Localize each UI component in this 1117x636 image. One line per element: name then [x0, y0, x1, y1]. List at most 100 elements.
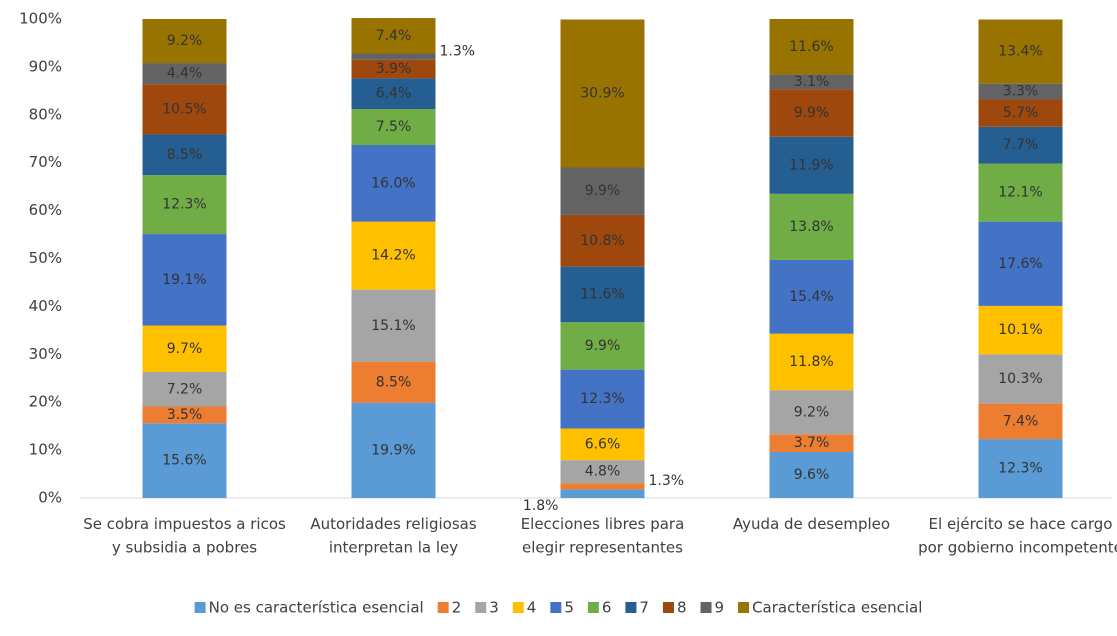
value-label: 13.8% [789, 219, 833, 235]
x-tick-label: Ayuda de desempleo [733, 515, 890, 533]
value-label: 15.1% [371, 318, 415, 334]
bar-segment [351, 78, 436, 110]
legend-label: 7 [639, 599, 649, 617]
bar-segment [560, 369, 645, 429]
bar-segment [978, 126, 1063, 164]
value-label: 11.6% [580, 286, 624, 302]
value-label: 1.3% [440, 43, 476, 59]
bar-segment [978, 439, 1063, 498]
value-label: 3.1% [794, 74, 830, 90]
value-label: 3.9% [376, 61, 412, 77]
value-label: 9.2% [167, 33, 203, 49]
value-label: 30.9% [580, 85, 624, 101]
y-tick-label: 40% [29, 297, 62, 315]
bar-segment [142, 84, 227, 135]
value-label: 6.4% [376, 86, 412, 102]
value-label: 19.9% [371, 442, 415, 458]
value-label: 17.6% [998, 256, 1042, 272]
bar-segment [978, 99, 1063, 127]
bar-segment [560, 214, 645, 267]
bar-segment [978, 354, 1063, 404]
bar-segment [142, 175, 227, 235]
bar-segment [351, 53, 436, 60]
value-label: 10.8% [580, 233, 624, 249]
bar-segment [351, 289, 436, 362]
value-label: 11.6% [789, 39, 833, 55]
legend-label: 4 [527, 599, 537, 617]
value-label: 7.4% [1003, 413, 1039, 429]
bar-segment [978, 305, 1063, 355]
x-tick-label: Elecciones libres para elegir representan… [521, 515, 685, 557]
y-tick-label: 30% [29, 345, 62, 363]
value-label: 12.3% [580, 391, 624, 407]
y-tick-label: 80% [29, 105, 62, 123]
value-label: 3.7% [794, 435, 830, 451]
value-label: 9.9% [585, 183, 621, 199]
value-label: 10.5% [162, 101, 206, 117]
bar-segment [978, 83, 1063, 100]
value-label: 11.9% [789, 157, 833, 173]
value-label: 13.4% [998, 44, 1042, 60]
legend-swatch [194, 602, 206, 613]
value-label: 9.7% [167, 341, 203, 357]
bar-segment [769, 259, 854, 334]
legend-swatch [437, 602, 449, 613]
value-label: 3.3% [1003, 84, 1039, 100]
bar-segment [560, 266, 645, 323]
bar-segment [142, 423, 227, 498]
value-label: 15.4% [789, 289, 833, 305]
value-label: 7.2% [167, 381, 203, 397]
bar-segment [142, 406, 227, 424]
value-label: 12.1% [998, 185, 1042, 201]
x-tick-label: Autoridades religiosas interpretan la ley [310, 515, 476, 557]
bar-segment [142, 234, 227, 326]
bar-segment [351, 402, 436, 498]
bar-segment [560, 19, 645, 168]
bar-segment [978, 221, 1063, 306]
bar-segment [769, 193, 854, 260]
y-tick-label: 70% [29, 153, 62, 171]
legend-label: 5 [564, 599, 574, 617]
y-tick-label: 100% [19, 10, 62, 28]
value-label: 3.5% [167, 407, 203, 423]
y-tick-label: 90% [29, 57, 62, 75]
value-label: 8.5% [376, 374, 412, 390]
bar-segment [560, 428, 645, 461]
bar-segment [351, 221, 436, 290]
value-label: 9.6% [794, 467, 830, 483]
bar-segment [769, 333, 854, 391]
value-label: 12.3% [162, 197, 206, 213]
value-label: 8.5% [167, 147, 203, 163]
bar-segment [351, 59, 436, 79]
bar-segment [560, 489, 645, 498]
value-label: 7.4% [376, 28, 412, 44]
value-label: 9.9% [794, 105, 830, 121]
value-label: 1.8% [523, 498, 559, 514]
bar-segment [978, 163, 1063, 222]
bar-segment [351, 361, 436, 403]
legend-swatch [625, 602, 637, 613]
legend-label: 2 [452, 599, 462, 617]
x-tick-label: Se cobra impuestos a ricos y subsidia a p… [83, 515, 286, 557]
bar-segment [351, 144, 436, 222]
bar-segment [351, 109, 436, 145]
legend-swatch [700, 602, 712, 613]
legend-swatch [550, 602, 562, 613]
legend-swatch [475, 602, 487, 613]
bar-segment [769, 390, 854, 435]
legend-label: 3 [489, 599, 499, 617]
bar-segment [769, 452, 854, 498]
bar-segment [142, 372, 227, 407]
x-tick-label: El ejército se hace cargo por gobierno in… [918, 515, 1117, 557]
bar-segment [978, 19, 1063, 84]
y-tick-label: 20% [29, 393, 62, 411]
value-label: 10.3% [998, 371, 1042, 387]
value-label: 12.3% [998, 461, 1042, 477]
bar-segment [142, 63, 227, 85]
value-label: 14.2% [371, 248, 415, 264]
bar-segment [978, 403, 1063, 440]
bar-segment [769, 89, 854, 137]
bar-segment [560, 483, 645, 490]
value-label: 11.8% [789, 354, 833, 370]
